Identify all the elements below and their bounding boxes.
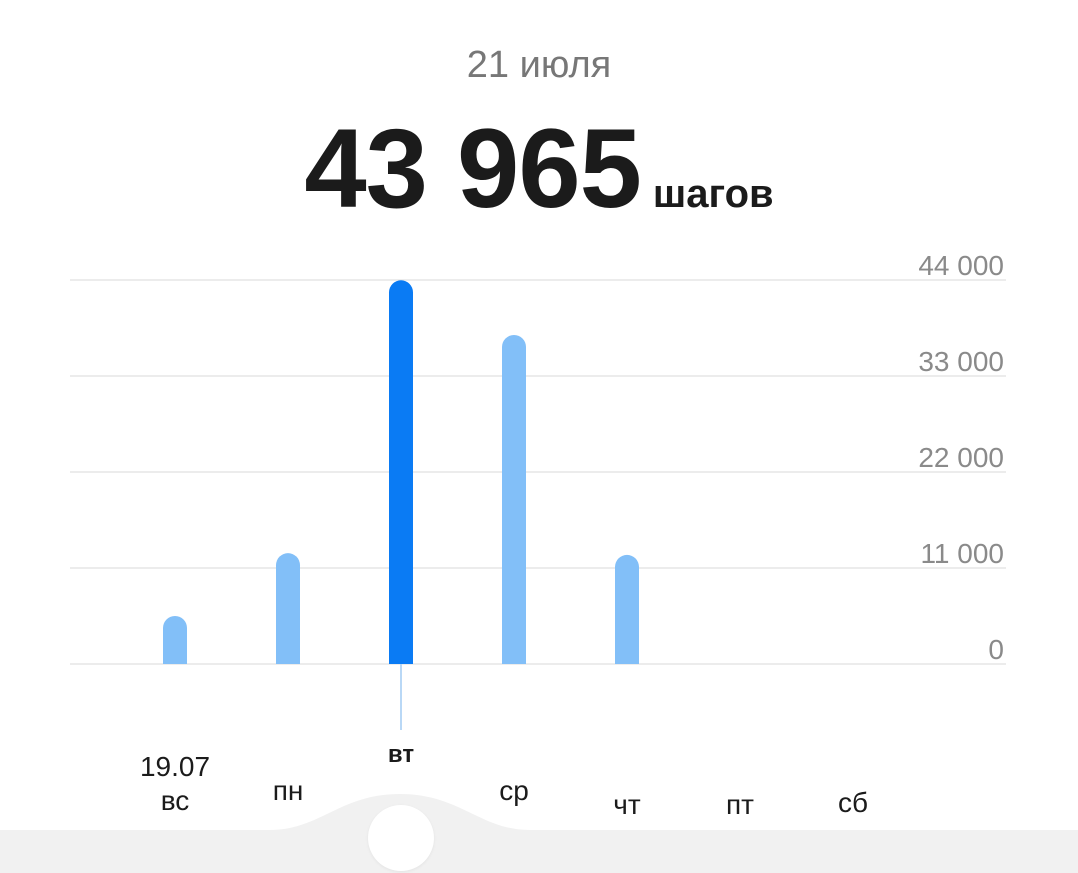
day-label-вс[interactable]: вс bbox=[161, 785, 190, 816]
y-tick-label: 11 000 bbox=[920, 538, 1004, 569]
day-label-сб[interactable]: сб bbox=[838, 787, 868, 818]
bar-чт[interactable] bbox=[615, 554, 639, 664]
bottom-panel bbox=[0, 830, 1078, 873]
week-start-date-label: 19.07 bbox=[140, 751, 210, 782]
y-tick-label: 22 000 bbox=[918, 442, 1004, 473]
bar-ср[interactable] bbox=[502, 334, 526, 664]
y-tick-label: 33 000 bbox=[918, 346, 1004, 377]
day-label-пн[interactable]: пн bbox=[273, 775, 304, 806]
y-tick-label: 44 000 bbox=[918, 250, 1004, 281]
day-label-пт[interactable]: пт bbox=[726, 789, 754, 820]
bar-вт[interactable] bbox=[389, 280, 413, 664]
step-count-unit: шагов bbox=[652, 172, 774, 216]
bar-вс[interactable] bbox=[163, 616, 187, 664]
bar-пн[interactable] bbox=[276, 553, 300, 664]
day-label-чт[interactable]: чт bbox=[613, 789, 641, 820]
day-selector-handle[interactable] bbox=[368, 805, 434, 871]
selected-date: 21 июля bbox=[466, 44, 612, 86]
step-count-value: 43 965 bbox=[304, 106, 642, 231]
day-label-ср[interactable]: ср bbox=[499, 775, 529, 806]
day-label-вт[interactable]: вт bbox=[388, 741, 414, 768]
step-count-summary: 43 965 шагов bbox=[0, 104, 1078, 233]
y-tick-label: 0 bbox=[988, 634, 1004, 665]
